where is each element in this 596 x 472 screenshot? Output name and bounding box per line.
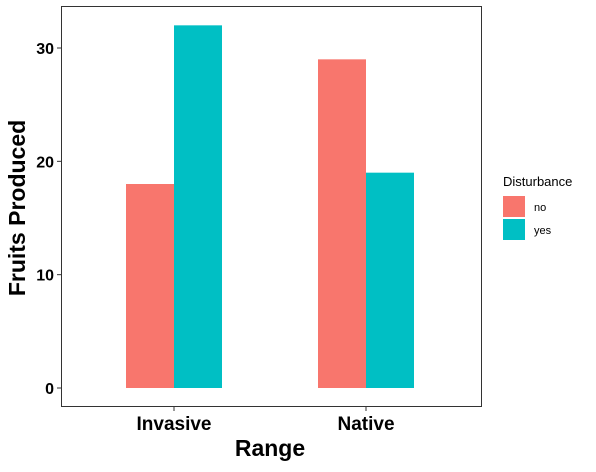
y-tick-label-30: 30 [36, 41, 54, 58]
y-tick-label-0: 0 [45, 381, 54, 398]
bar-native-no [318, 59, 366, 388]
y-axis-title: Fruits Produced [4, 120, 30, 296]
legend-title: Disturbance [503, 174, 572, 189]
bar-invasive-no [126, 184, 174, 388]
bars-group [126, 25, 414, 388]
y-tick-label-10: 10 [36, 268, 54, 285]
legend-key-no [503, 196, 525, 217]
bar-invasive-yes [174, 25, 222, 388]
legend: Disturbance no yes [503, 174, 572, 240]
x-tick-label-native: Native [337, 414, 394, 435]
bar-native-yes [366, 172, 414, 388]
y-axis: 0 10 20 30 [36, 41, 62, 398]
x-axis-title: Range [235, 435, 305, 461]
plot-panel [61, 6, 482, 407]
legend-label-no: no [534, 202, 546, 214]
legend-label-yes: yes [534, 225, 552, 237]
y-tick-label-20: 20 [36, 154, 54, 171]
x-axis: Invasive Native [137, 406, 395, 435]
x-tick-label-invasive: Invasive [137, 414, 212, 435]
legend-key-yes [503, 219, 525, 240]
